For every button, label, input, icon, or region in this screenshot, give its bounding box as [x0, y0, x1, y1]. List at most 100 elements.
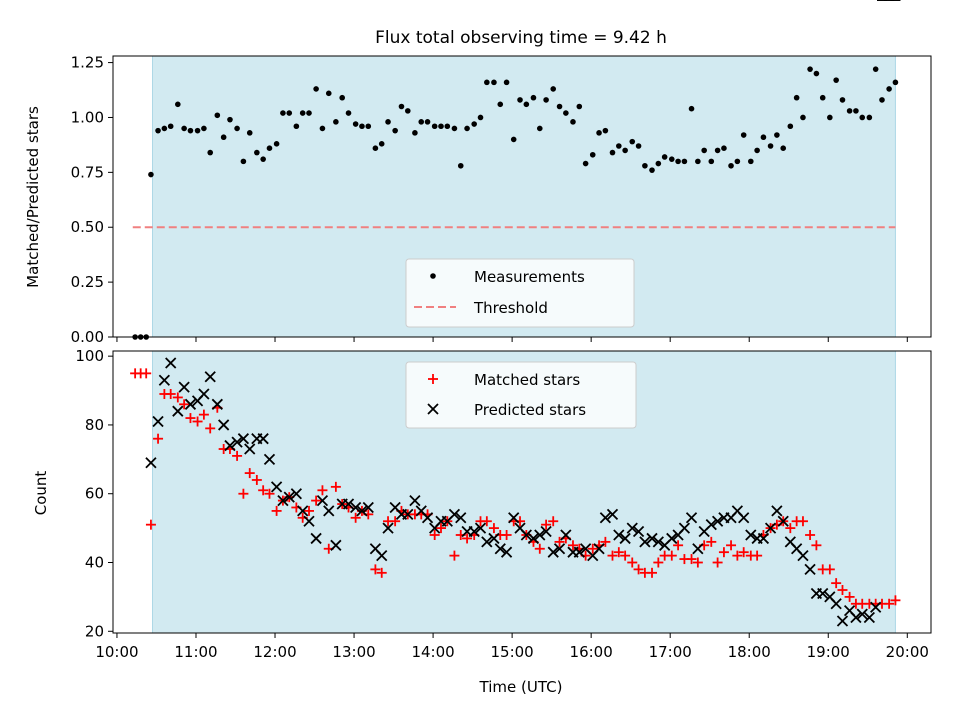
measurement-point [352, 121, 359, 127]
predicted-star-stroke-b [626, 522, 638, 534]
matched-star-point [844, 591, 855, 602]
predicted-star-point [863, 611, 875, 624]
measurement-point [813, 70, 820, 77]
predicted-star-stroke-b [836, 615, 849, 627]
predicted-star-point [738, 512, 750, 524]
predicted-star-point [455, 512, 467, 524]
predicted-star-stroke-b [283, 491, 295, 503]
measurement-point [536, 125, 543, 132]
predicted-star-point [409, 494, 421, 507]
matched-star-point [258, 485, 269, 496]
matched-star-point [805, 529, 816, 540]
predicted-star-stroke-b [290, 488, 302, 500]
measurement-point [464, 125, 470, 132]
predicted-star-point [508, 512, 520, 524]
count-y-axis-label: Count [32, 471, 50, 516]
predicted-star-point [705, 519, 717, 531]
x-tick-label: 13:00 [332, 643, 375, 661]
predicted-star-stroke-b [646, 532, 658, 545]
measurement-point [675, 158, 681, 165]
measurement-point [220, 134, 227, 141]
predicted-star-stroke-b [784, 536, 796, 548]
measurement-point [879, 97, 885, 103]
matched-star-point [481, 516, 492, 527]
predicted-star-stroke-b [152, 415, 164, 428]
measurement-point [491, 79, 497, 86]
predicted-star-stroke-b [738, 512, 750, 524]
predicted-star-stroke-b [593, 543, 605, 555]
predicted-star-point [218, 419, 230, 431]
predicted-star-stroke-b [579, 543, 592, 555]
measurement-point [655, 160, 662, 167]
predicted-star-stroke-b [856, 608, 868, 620]
predicted-star-point [593, 543, 605, 555]
measurements-legend-marker [430, 273, 436, 279]
matched-star-point [541, 519, 552, 530]
measurement-point [589, 151, 596, 158]
predicted-star-point [639, 536, 651, 548]
measurement-point [576, 103, 583, 110]
predicted-star-point [711, 515, 724, 527]
predicted-star-stroke-b [172, 405, 184, 417]
count-legend: Matched stars Predicted stars [405, 361, 637, 429]
measurement-point [444, 123, 451, 130]
predicted-star-stroke-b [303, 515, 315, 527]
predicted-star-stroke-b [830, 598, 842, 610]
matched-star-point [890, 595, 901, 606]
measurement-point [714, 147, 721, 154]
measurement-point [484, 79, 490, 86]
measurement-point [155, 127, 161, 134]
matched-star-point [370, 564, 381, 575]
measurements-legend-label: Measurements [474, 268, 585, 286]
predicted-star-stroke-b [824, 591, 836, 603]
measurement-point [392, 127, 398, 134]
ratio-y-tick-label: 0.50 [71, 218, 104, 236]
measurement-point [807, 66, 813, 72]
predicted-star-point [553, 543, 566, 555]
measurement-point [760, 134, 767, 141]
measurement-point [167, 123, 174, 130]
predicted-star-stroke-b [500, 546, 513, 558]
predicted-star-stroke-b [165, 357, 177, 369]
predicted-star-point [158, 374, 171, 386]
predicted-star-point [534, 529, 546, 541]
x-tick-label: 16:00 [570, 643, 613, 661]
predicted-star-point [421, 512, 434, 524]
measurement-point [273, 141, 280, 147]
predicted-star-point [448, 508, 461, 520]
x-axis-label: Time (UTC) [479, 678, 563, 696]
measurement-point [853, 108, 859, 114]
predicted-star-stroke-b [553, 543, 566, 555]
ratio-y-axis-label: Matched/Predicted stars [24, 106, 42, 288]
ratio-legend: Measurements Threshold [405, 258, 635, 328]
predicted-star-point [777, 515, 789, 527]
count-x-ticks: 10:00 11:00 12:00 13:00 14:00 15:00 16:00 17:00… [95, 633, 929, 661]
predicted-star-stroke-b [791, 543, 803, 555]
matched-star-point [607, 550, 618, 561]
matched-star-point [633, 564, 644, 575]
predicted-star-point [290, 488, 302, 500]
predicted-star-stroke-b [244, 443, 256, 455]
predicted-star-point [310, 532, 322, 545]
matched-star-point [554, 536, 565, 547]
measurement-point [517, 97, 523, 103]
ratio-y-tick-label: 1.00 [71, 108, 104, 126]
ratio-axes-frame [112, 55, 932, 338]
count-points [130, 0, 901, 627]
count-axes-frame [112, 350, 932, 634]
predicted-star-point [619, 532, 631, 545]
predicted-star-stroke-b [415, 505, 427, 517]
measurement-point [668, 156, 675, 162]
measurement-point [365, 123, 372, 130]
measurement-point [187, 127, 194, 134]
measurement-point [227, 116, 233, 123]
measurement-point [609, 149, 616, 156]
predicted-star-point [402, 508, 414, 520]
measurement-point [313, 86, 319, 92]
measurement-point [260, 156, 266, 162]
predicted-star-stroke-b [639, 536, 651, 548]
count-y-ticks: 20 40 60 80 100 [75, 347, 113, 640]
matched-star-point [686, 554, 697, 565]
predicted-star-point [277, 494, 289, 507]
predicted-star-point [152, 415, 164, 428]
